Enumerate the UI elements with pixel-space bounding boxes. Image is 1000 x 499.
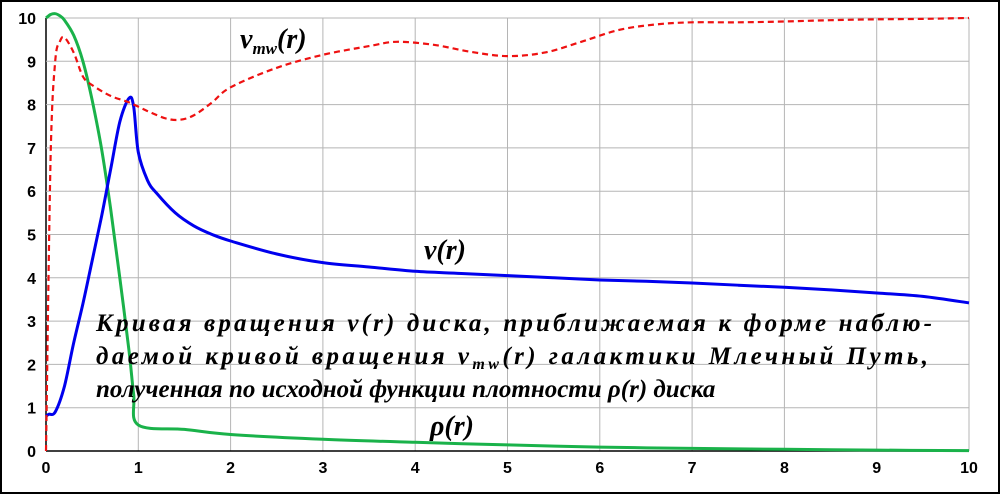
y-tick-label: 8 [27, 98, 36, 115]
y-tick-label: 10 [18, 11, 36, 28]
y-tick-label: 0 [27, 444, 36, 461]
y-tick-label: 5 [27, 228, 36, 245]
rho-label: ρ(r) [429, 411, 474, 442]
x-tick-label: 8 [780, 460, 789, 477]
x-tick-label: 9 [872, 460, 881, 477]
caption-line-1: Кривая вращения v(r) диска, приближаемая… [95, 310, 932, 337]
caption-line-3: полученная по исходной функции плотности… [96, 376, 715, 403]
x-tick-label: 7 [688, 460, 697, 477]
x-tick-label: 6 [595, 460, 604, 477]
grid [45, 17, 970, 452]
series-line-v [44, 95, 970, 418]
y-tick-label: 4 [27, 271, 36, 288]
y-tick-label: 9 [27, 54, 36, 71]
x-tick-label: 3 [318, 460, 327, 477]
series-line-rho [45, 12, 970, 453]
v-label: v(r) [424, 235, 466, 266]
y-tick-label: 1 [27, 401, 36, 418]
series-layer [44, 12, 970, 453]
y-tick-label: 2 [27, 357, 36, 374]
x-tick-label: 1 [134, 460, 143, 477]
series-line-vmw [44, 16, 970, 452]
vmw-label: vmw(r) [240, 24, 307, 58]
y-tick-label: 3 [27, 314, 36, 331]
x-tick-label: 2 [226, 460, 235, 477]
x-tick-label: 4 [411, 460, 420, 477]
y-tick-label: 6 [27, 184, 36, 201]
x-tick-label: 10 [960, 460, 978, 477]
y-tick-label: 7 [27, 141, 36, 158]
tick-labels: 0 1 2 3 4 5 6 7 8 9 10 0 1 2 3 4 5 6 7 8 9 10 [18, 11, 978, 477]
x-tick-label: 0 [42, 460, 51, 477]
x-tick-label: 5 [503, 460, 512, 477]
